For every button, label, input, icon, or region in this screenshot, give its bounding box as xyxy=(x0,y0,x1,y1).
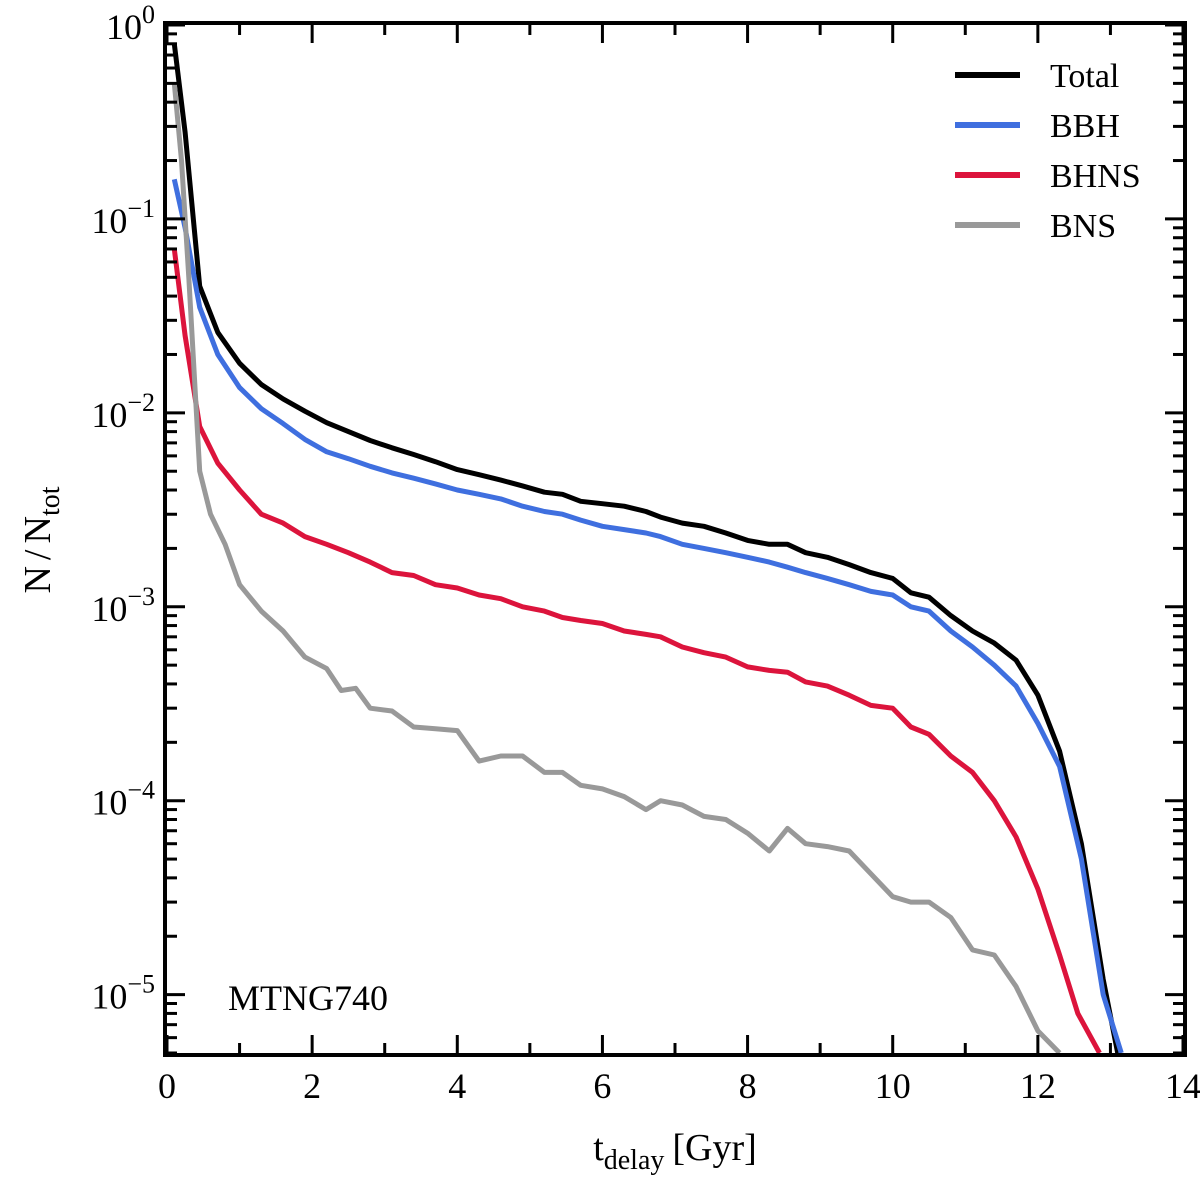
chart: 0 2 4 6 8 10 12 14 10−5 10−4 10−3 10−2 10−1 100 MTNG… xyxy=(0,0,1200,1180)
x-tick-labels: 0 2 4 6 8 10 12 14 xyxy=(158,1066,1200,1106)
x-axis-label: tdelay [Gyr] xyxy=(593,1127,757,1176)
y-tick-label: 100 xyxy=(106,0,155,47)
y-tick-label: 10−2 xyxy=(91,388,155,435)
legend-label-total: Total xyxy=(1050,58,1119,95)
y-tick-label: 10−3 xyxy=(91,582,155,629)
legend-label-bhns: BHNS xyxy=(1050,158,1141,195)
y-tick-label: 10−1 xyxy=(91,194,155,241)
annotation-label: MTNG740 xyxy=(228,978,388,1018)
x-tick-label: 2 xyxy=(303,1066,321,1106)
x-tick-label: 14 xyxy=(1165,1066,1200,1106)
x-tick-label: 0 xyxy=(158,1066,176,1106)
series-line-total xyxy=(174,44,1117,1053)
y-axis-label: N/Ntot xyxy=(17,486,66,593)
series-line-bbh xyxy=(174,179,1121,1053)
x-tick-label: 6 xyxy=(593,1066,611,1106)
series-layer xyxy=(174,44,1121,1053)
series-line-bns xyxy=(174,83,1059,1053)
legend-label-bbh: BBH xyxy=(1050,108,1120,145)
legend: Total BBH BHNS BNS xyxy=(955,58,1141,245)
y-tick-label: 10−4 xyxy=(91,776,155,823)
ticks-layer xyxy=(167,25,1183,1053)
x-tick-label: 4 xyxy=(448,1066,466,1106)
x-tick-label: 10 xyxy=(875,1066,911,1106)
legend-label-bns: BNS xyxy=(1050,208,1116,245)
y-tick-label: 10−5 xyxy=(91,970,155,1017)
x-tick-label: 12 xyxy=(1020,1066,1056,1106)
y-tick-labels: 10−5 10−4 10−3 10−2 10−1 100 xyxy=(91,0,155,1017)
x-tick-label: 8 xyxy=(739,1066,757,1106)
